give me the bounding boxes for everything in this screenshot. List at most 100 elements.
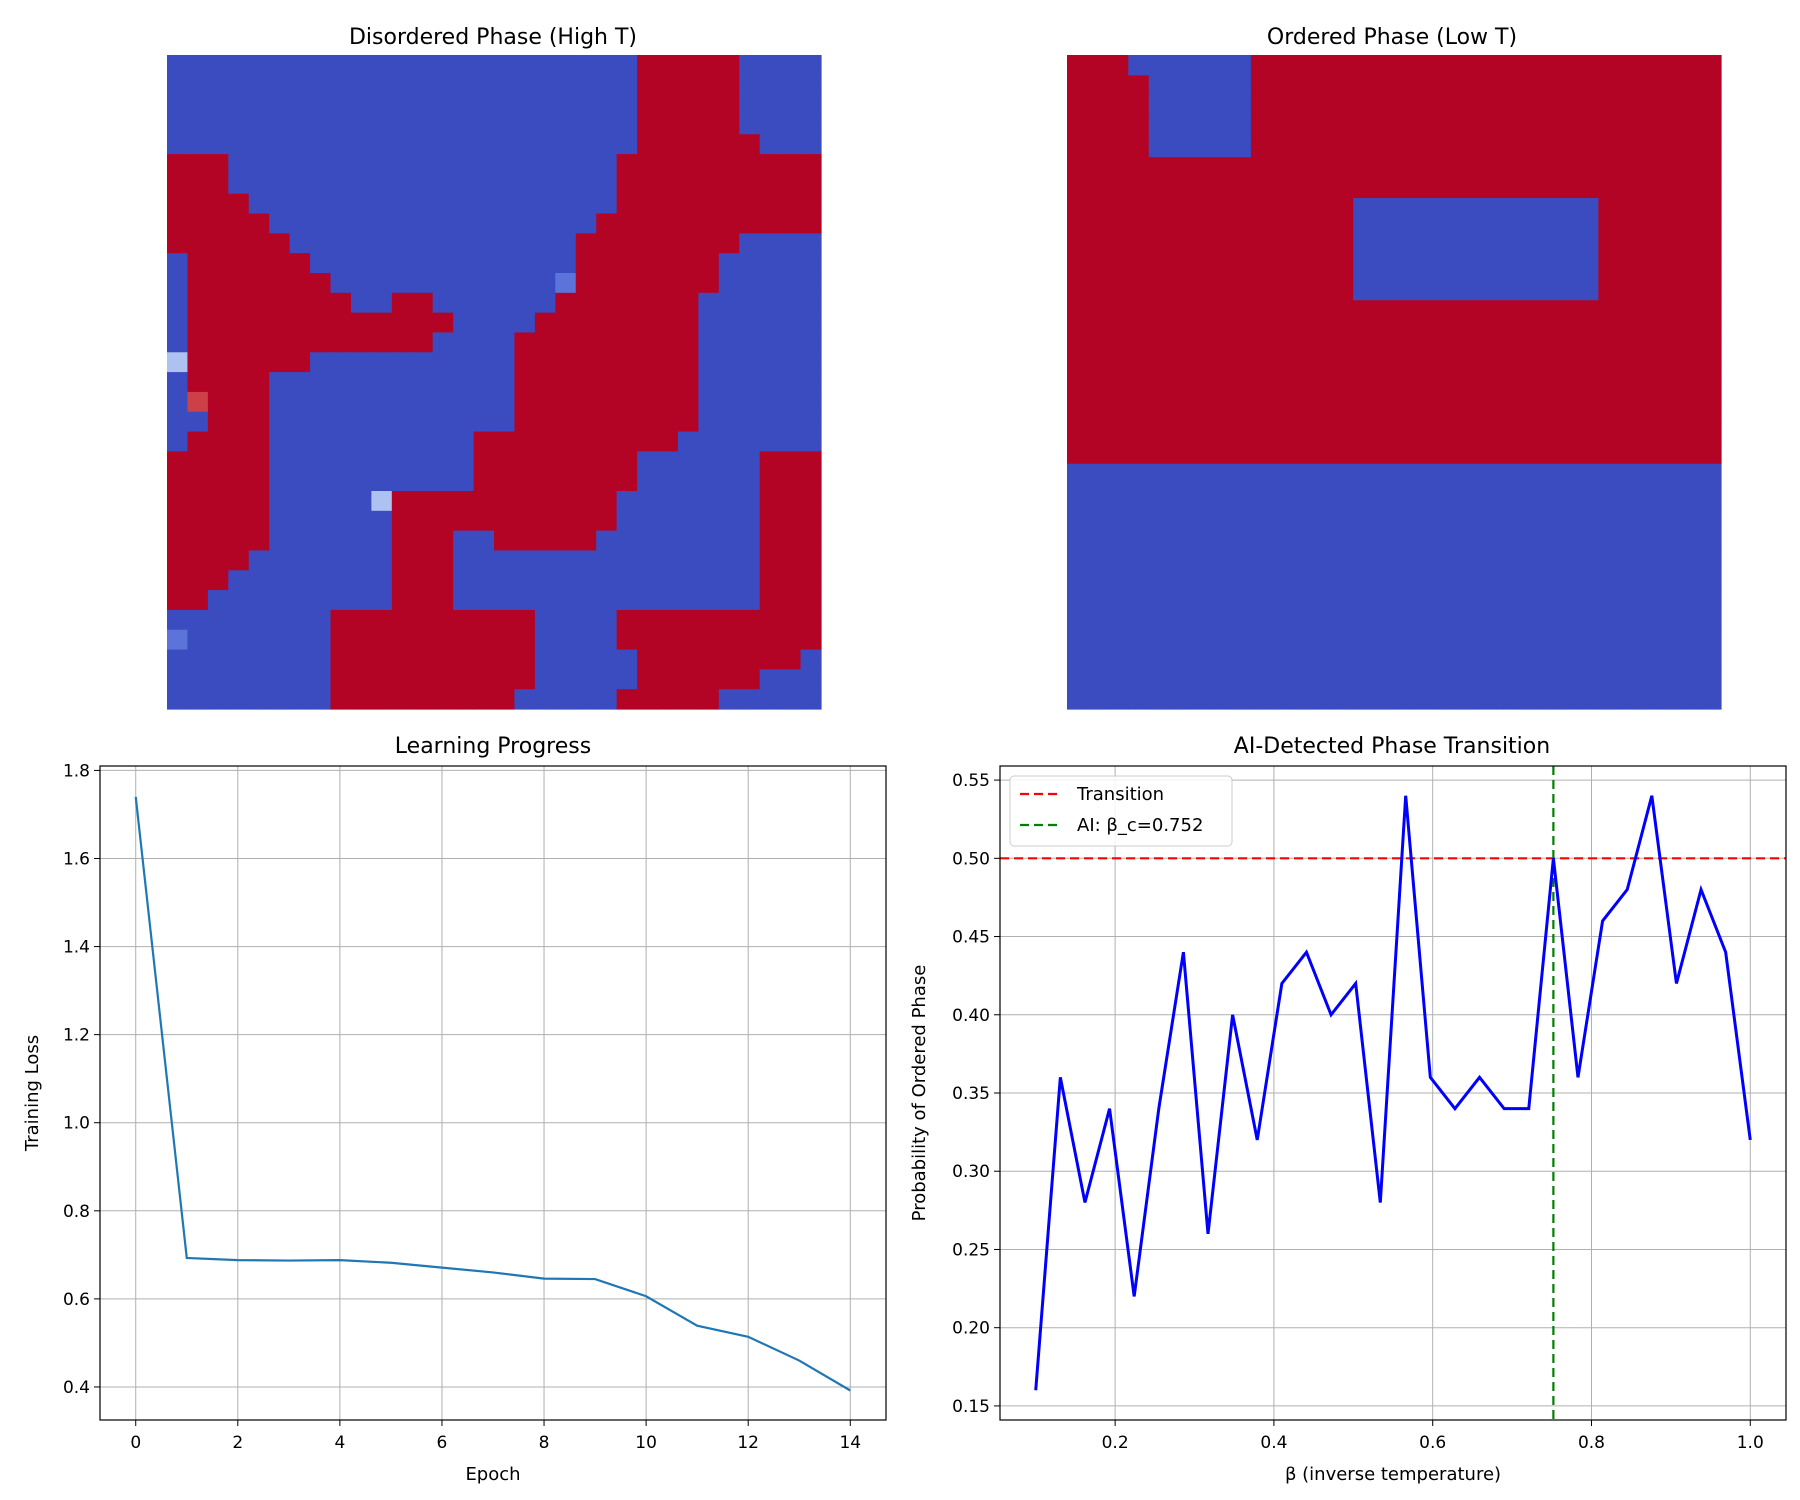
heatmap-ordered-cell bbox=[1455, 565, 1477, 587]
heatmap-disordered-cell bbox=[596, 491, 618, 512]
heatmap-disordered-cell bbox=[596, 253, 618, 274]
heatmap-ordered-cell bbox=[1598, 259, 1620, 281]
heatmap-ordered-cell bbox=[1312, 198, 1334, 220]
heatmap-ordered-cell bbox=[1271, 218, 1293, 240]
heatmap-disordered-cell bbox=[514, 372, 536, 393]
heatmap-disordered-cell bbox=[167, 471, 189, 492]
heatmap-ordered-cell bbox=[1659, 341, 1681, 363]
heatmap-ordered-cell bbox=[1312, 565, 1334, 587]
heatmap-ordered-cell bbox=[1557, 402, 1579, 424]
heatmap-ordered-cell bbox=[1455, 198, 1477, 220]
heatmap-ordered-cell bbox=[1639, 95, 1661, 117]
heatmap-disordered-cell bbox=[616, 689, 638, 710]
heatmap-disordered-cell bbox=[534, 352, 556, 373]
heatmap-disordered-cell bbox=[289, 471, 311, 492]
heatmap-disordered-cell bbox=[677, 173, 699, 195]
heatmap-disordered-cell bbox=[391, 491, 413, 512]
heatmap-disordered-cell bbox=[207, 292, 229, 314]
heatmap-disordered-cell bbox=[800, 213, 822, 234]
heatmap-disordered-cell bbox=[780, 273, 802, 294]
legend-label-transition: Transition bbox=[1076, 784, 1164, 805]
heatmap-ordered-cell bbox=[1291, 136, 1313, 158]
heatmap-disordered-cell bbox=[677, 352, 699, 373]
heatmap-disordered-cell bbox=[330, 332, 352, 353]
heatmap-disordered-cell bbox=[514, 629, 536, 651]
heatmap-disordered-cell bbox=[269, 669, 291, 690]
heatmap-disordered-cell bbox=[453, 312, 475, 334]
learning-ytick-label: 1.8 bbox=[63, 761, 90, 781]
heatmap-disordered-cell bbox=[412, 491, 434, 512]
heatmap-disordered-cell bbox=[453, 431, 475, 452]
heatmap-ordered-cell bbox=[1373, 300, 1395, 322]
heatmap-disordered-cell bbox=[596, 609, 618, 631]
heatmap-ordered-cell bbox=[1250, 668, 1272, 690]
heatmap-ordered-cell bbox=[1618, 55, 1640, 77]
heatmap-ordered-cell bbox=[1067, 198, 1089, 220]
heatmap-disordered-cell bbox=[534, 253, 556, 274]
heatmap-disordered-cell bbox=[248, 74, 270, 96]
heatmap-disordered-cell bbox=[698, 510, 720, 532]
heatmap-ordered-cell bbox=[1107, 606, 1129, 628]
heatmap-disordered-cell bbox=[248, 530, 270, 552]
heatmap-disordered-cell bbox=[310, 332, 332, 353]
heatmap-disordered-cell bbox=[514, 570, 536, 591]
heatmap-ordered-cell bbox=[1291, 647, 1313, 669]
heatmap-disordered-cell bbox=[207, 649, 229, 670]
heatmap-ordered-cell bbox=[1067, 422, 1089, 444]
heatmap-ordered-cell bbox=[1394, 484, 1416, 506]
heatmap-ordered-cell bbox=[1475, 668, 1497, 690]
heatmap-disordered-cell bbox=[412, 510, 434, 532]
heatmap-ordered-cell bbox=[1680, 504, 1702, 526]
heatmap-disordered-cell bbox=[432, 213, 454, 234]
heatmap-disordered-cell bbox=[269, 391, 291, 413]
heatmap-ordered-cell bbox=[1659, 320, 1681, 342]
heatmap-disordered-cell bbox=[207, 510, 229, 532]
heatmap-disordered-cell bbox=[248, 134, 270, 155]
heatmap-ordered-cell bbox=[1250, 484, 1272, 506]
heatmap-disordered-cell bbox=[248, 332, 270, 353]
heatmap-disordered-cell bbox=[453, 372, 475, 393]
heatmap-disordered-cell bbox=[391, 629, 413, 651]
heatmap-ordered-cell bbox=[1169, 95, 1191, 117]
panel-transition: AI-Detected Phase Transition 0.2 0.4 0.6 0.… bbox=[909, 734, 1787, 1485]
heatmap-disordered-cell bbox=[718, 590, 740, 611]
heatmap-disordered-cell bbox=[718, 154, 740, 175]
heatmap-disordered-cell bbox=[453, 609, 475, 631]
heatmap-disordered-cell bbox=[330, 173, 352, 195]
heatmap-disordered-cell bbox=[453, 233, 475, 254]
heatmap-disordered-cell bbox=[739, 134, 761, 155]
heatmap-ordered-cell bbox=[1659, 627, 1681, 649]
heatmap-ordered-cell bbox=[1537, 300, 1559, 322]
heatmap-disordered-cell bbox=[698, 213, 720, 234]
heatmap-ordered-cell bbox=[1475, 688, 1497, 710]
heatmap-ordered-cell bbox=[1332, 116, 1354, 138]
heatmap-disordered-cell bbox=[534, 273, 556, 294]
heatmap-ordered-cell bbox=[1700, 157, 1722, 179]
heatmap-disordered-cell bbox=[187, 530, 209, 552]
learning-xtick-label: 6 bbox=[437, 1433, 448, 1453]
heatmap-disordered-cell bbox=[269, 491, 291, 512]
heatmap-disordered-cell bbox=[391, 292, 413, 314]
heatmap-disordered-cell bbox=[555, 570, 577, 591]
heatmap-ordered-cell bbox=[1271, 341, 1293, 363]
heatmap-ordered-cell bbox=[1557, 606, 1579, 628]
heatmap-ordered-cell bbox=[1680, 484, 1702, 506]
heatmap-ordered-cell bbox=[1557, 565, 1579, 587]
heatmap-ordered-cell bbox=[1087, 606, 1109, 628]
heatmap-ordered-cell bbox=[1271, 565, 1293, 587]
heatmap-disordered-cell bbox=[453, 411, 475, 433]
heatmap-ordered-cell bbox=[1598, 361, 1620, 383]
heatmap-ordered-cell bbox=[1557, 647, 1579, 669]
heatmap-ordered-cell bbox=[1210, 238, 1232, 260]
heatmap-disordered-cell bbox=[514, 213, 536, 234]
heatmap-ordered-cell bbox=[1353, 443, 1375, 465]
heatmap-ordered-cell bbox=[1210, 136, 1232, 158]
heatmap-disordered-cell bbox=[718, 74, 740, 96]
heatmap-ordered-cell bbox=[1332, 361, 1354, 383]
heatmap-disordered-cell bbox=[167, 233, 189, 254]
heatmap-disordered-cell bbox=[269, 233, 291, 254]
heatmap-disordered-cell bbox=[494, 570, 516, 591]
heatmap-disordered-cell bbox=[350, 649, 372, 670]
heatmap-ordered-cell bbox=[1557, 443, 1579, 465]
heatmap-disordered-cell bbox=[207, 114, 229, 135]
